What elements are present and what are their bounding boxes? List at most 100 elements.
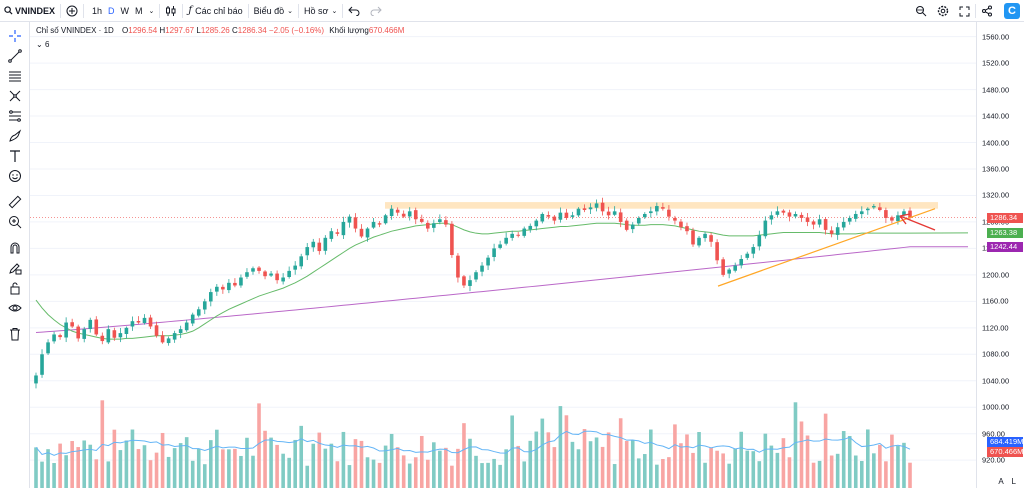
candle-body [239,277,243,286]
pitchfork-tool[interactable] [0,86,30,106]
settings-button[interactable] [932,0,954,22]
candle-body [902,211,906,216]
volume-bar [40,461,44,488]
hide-tool[interactable] [0,298,30,318]
zoom-in-icon [9,216,22,229]
price-chart[interactable] [30,22,976,488]
chevron-down-icon[interactable]: ⌄ [148,7,155,15]
candle-body [353,217,358,229]
candle-body [371,221,376,228]
emoji-tool[interactable] [0,166,30,186]
candle-body [52,334,56,342]
add-compare-icon [66,5,78,16]
volume-bar [546,432,551,488]
candle-body [196,309,201,316]
price-tick-label: 960.00 [982,429,1005,439]
volume-bar [474,455,478,488]
redo-button[interactable] [365,0,387,22]
auto-scale-button[interactable]: A [998,477,1004,486]
indicators-collapse[interactable]: ⌄ 6 [36,40,49,49]
candle-body [582,208,587,211]
candle-body [359,228,364,237]
legend-title[interactable]: Chỉ số VNINDEX · 1D [36,26,114,35]
candle-body [594,203,599,208]
candle-body [540,213,545,222]
interval-m[interactable]: M [135,5,143,16]
candle-body [528,225,533,230]
volume-bar [576,449,581,488]
candle-body [444,220,448,225]
interval-w[interactable]: W [120,5,130,16]
compare-button[interactable] [61,0,83,22]
undo-button[interactable] [343,0,365,22]
volume-bar [866,429,870,488]
volume-bar [504,449,508,488]
chart-pane[interactable]: Chỉ số VNINDEX · 1D O1296.54 H1297.67 L1… [30,22,976,488]
volume-bar [630,440,635,488]
price-scale[interactable]: 1560.00 1520.00 1480.00 1440.00 1400.00 1360.… [976,22,1024,488]
candle-body [630,224,635,230]
candle-body [739,258,744,266]
volume-bar [353,439,358,488]
volume-bar [305,465,310,488]
trend-line-tool[interactable] [0,46,30,66]
candle-body [383,215,388,224]
price-tick-label: 1200.00 [982,270,1010,280]
search-icon [4,6,13,15]
volume-bar [642,454,647,488]
volume-bar [317,432,322,488]
interval-d[interactable]: D [108,5,115,16]
crosshair-tool[interactable] [0,26,30,46]
volume-bar [70,441,74,488]
candle-body [202,301,207,310]
candle-body [40,354,44,375]
candle-body [474,272,478,280]
candle-body [407,211,412,217]
candle-body [184,322,189,331]
indicators-button[interactable]: ƒ Các chỉ báo [183,0,247,22]
lock-drawing-tool[interactable] [0,258,30,278]
volume-bar [763,433,768,488]
bar-style-button[interactable] [160,0,182,22]
candle-body [890,217,894,221]
volume-bar [329,443,334,488]
text-tool[interactable] [0,146,30,166]
ruler-tool[interactable] [0,192,30,212]
candle-body [34,375,38,384]
volume-bar [552,447,557,488]
candle-body [691,230,695,245]
undo-icon [348,6,360,16]
series-legend: Chỉ số VNINDEX · 1D O1296.54 H1297.67 L1… [36,26,404,35]
candle-body [781,210,786,213]
volume-bar [359,440,364,488]
brand-logo: C [1004,3,1020,19]
candle-body [136,321,141,323]
volume-bar [52,463,56,488]
candle-body [896,215,900,222]
volume-bar [251,455,255,488]
legend-low: 1285.26 [200,26,230,35]
horizontal-lines-tool[interactable] [0,66,30,86]
log-scale-button[interactable]: L [1011,477,1016,486]
fib-tool[interactable] [0,106,30,126]
share-button[interactable] [976,0,998,22]
snapshot-button[interactable] [910,0,932,22]
candle-body [727,269,731,274]
lock-tool[interactable] [0,278,30,298]
candle-body [221,286,225,290]
volume-bar [884,461,888,488]
magnet-tool[interactable] [0,238,30,258]
zoom-tool[interactable] [0,212,30,232]
chart-menu-button[interactable]: Biểu đồ ⌄ [249,0,298,22]
volume-bar [600,446,605,488]
ruler-icon [8,195,22,209]
profile-menu-button[interactable]: Hồ sơ ⌄ [299,0,342,22]
fullscreen-button[interactable] [954,0,975,22]
legend-high-label: H [159,26,166,35]
volume-bar [540,418,545,488]
interval-1h[interactable]: 1h [92,5,103,16]
remove-tool[interactable] [0,324,30,344]
legend-change: −2.05 (−0.16%) [268,26,325,35]
symbol-search[interactable]: VNINDEX [0,0,60,22]
brush-tool[interactable] [0,126,30,146]
